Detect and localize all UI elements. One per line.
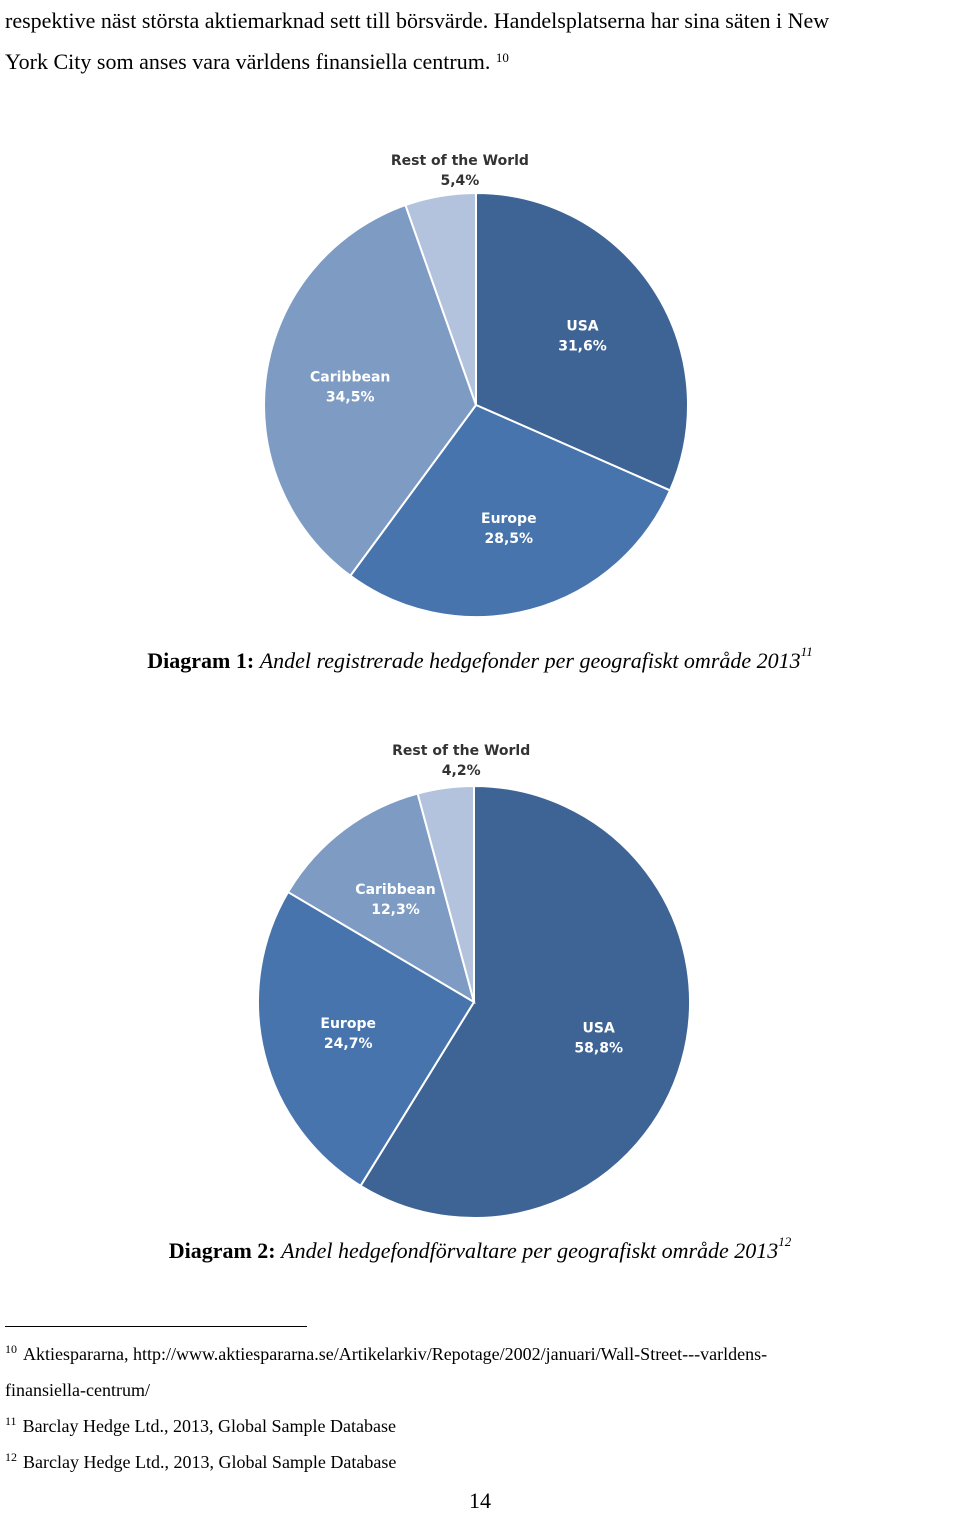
footnote-continuation: finansiella-centrum/ <box>5 1380 150 1400</box>
footnote-number: 10 <box>5 1342 17 1356</box>
footnote-text: Barclay Hedge Ltd., 2013, Global Sample … <box>23 1452 397 1472</box>
footnotes: 10 Aktiespararna, http://www.aktiespararn… <box>5 1336 957 1480</box>
caption-text: Andel registrerade hedgefonder per geogr… <box>259 648 801 673</box>
chart-1-caption: Diagram 1: Andel registrerade hedgefonde… <box>0 644 960 674</box>
caption-ref: 12 <box>778 1234 792 1249</box>
slice-label-usa: USA <box>566 319 598 335</box>
slice-value-usa: 31,6% <box>558 339 607 355</box>
caption-number: Diagram 1: <box>147 648 255 673</box>
footnote-item: 10 Aktiespararna, http://www.aktiespararn… <box>5 1336 957 1372</box>
pie-chart-2: USA 58,8% Europe 24,7% Caribbean 12,3% Rest of… <box>0 730 960 1230</box>
footnote-text: Aktiespararna, http://www.aktiespararna.… <box>23 1344 768 1364</box>
slice-label-caribbean: Caribbean <box>355 882 435 898</box>
slice-label-caribbean: Caribbean <box>310 369 390 385</box>
pie-slice-rest-of-the-world <box>416 784 475 1003</box>
pie-chart-1: USA 31,6% Europe 28,5% Caribbean 34,5% Rest of… <box>0 140 960 630</box>
body-line: York City som anses vara världens finans… <box>5 41 957 82</box>
slice-value-usa: 58,8% <box>574 1040 623 1056</box>
slice-value-caribbean: 34,5% <box>326 389 375 405</box>
pie-slice-caribbean <box>286 792 476 1005</box>
slice-label-rest-of-the-world: Rest of the World <box>391 153 529 169</box>
pie-slice-usa <box>475 191 689 492</box>
pie-slice-usa <box>359 784 692 1219</box>
footnote-ref: 10 <box>495 50 509 65</box>
body-line: respektive näst största aktiemarknad set… <box>5 8 830 33</box>
slice-label-rest-of-the-world: Rest of the World <box>392 743 530 759</box>
footnote-divider <box>5 1326 307 1327</box>
caption-ref: 11 <box>800 644 813 659</box>
pie-slice-europe <box>257 890 476 1188</box>
slice-value-europe: 28,5% <box>485 531 534 547</box>
pie-slice-europe <box>348 403 672 618</box>
pie-slice-caribbean <box>263 203 478 578</box>
pie-chart-1-svg: USA 31,6% Europe 28,5% Caribbean 34,5% Rest of… <box>263 153 689 618</box>
slice-value-europe: 24,7% <box>324 1036 373 1052</box>
body-line-text: York City som anses vara världens finans… <box>5 49 491 74</box>
slice-label-europe: Europe <box>481 511 537 527</box>
footnote-number: 11 <box>5 1414 17 1428</box>
chart-2-caption: Diagram 2: Andel hedgefondförvaltare per… <box>0 1234 960 1264</box>
body-paragraph: respektive näst största aktiemarknad set… <box>5 0 957 82</box>
slice-label-europe: Europe <box>320 1016 376 1032</box>
caption-text: Andel hedgefondförvaltare per geografisk… <box>281 1238 779 1263</box>
slice-value-rest-of-the-world: 4,2% <box>442 763 481 779</box>
caption-number: Diagram 2: <box>168 1238 276 1263</box>
footnote-number: 12 <box>5 1450 17 1464</box>
pie-chart-2-svg: USA 58,8% Europe 24,7% Caribbean 12,3% Rest of… <box>257 743 692 1219</box>
slice-value-rest-of-the-world: 5,4% <box>440 173 479 189</box>
pie-slice-rest-of-the-world <box>404 191 477 406</box>
footnote-text: Barclay Hedge Ltd., 2013, Global Sample … <box>22 1416 396 1436</box>
slice-value-caribbean: 12,3% <box>371 902 420 918</box>
footnote-item: 11 Barclay Hedge Ltd., 2013, Global Sampl… <box>5 1408 957 1444</box>
footnote-item: 12 Barclay Hedge Ltd., 2013, Global Sampl… <box>5 1444 957 1480</box>
slice-label-usa: USA <box>583 1020 615 1036</box>
page-number: 14 <box>469 1488 491 1513</box>
